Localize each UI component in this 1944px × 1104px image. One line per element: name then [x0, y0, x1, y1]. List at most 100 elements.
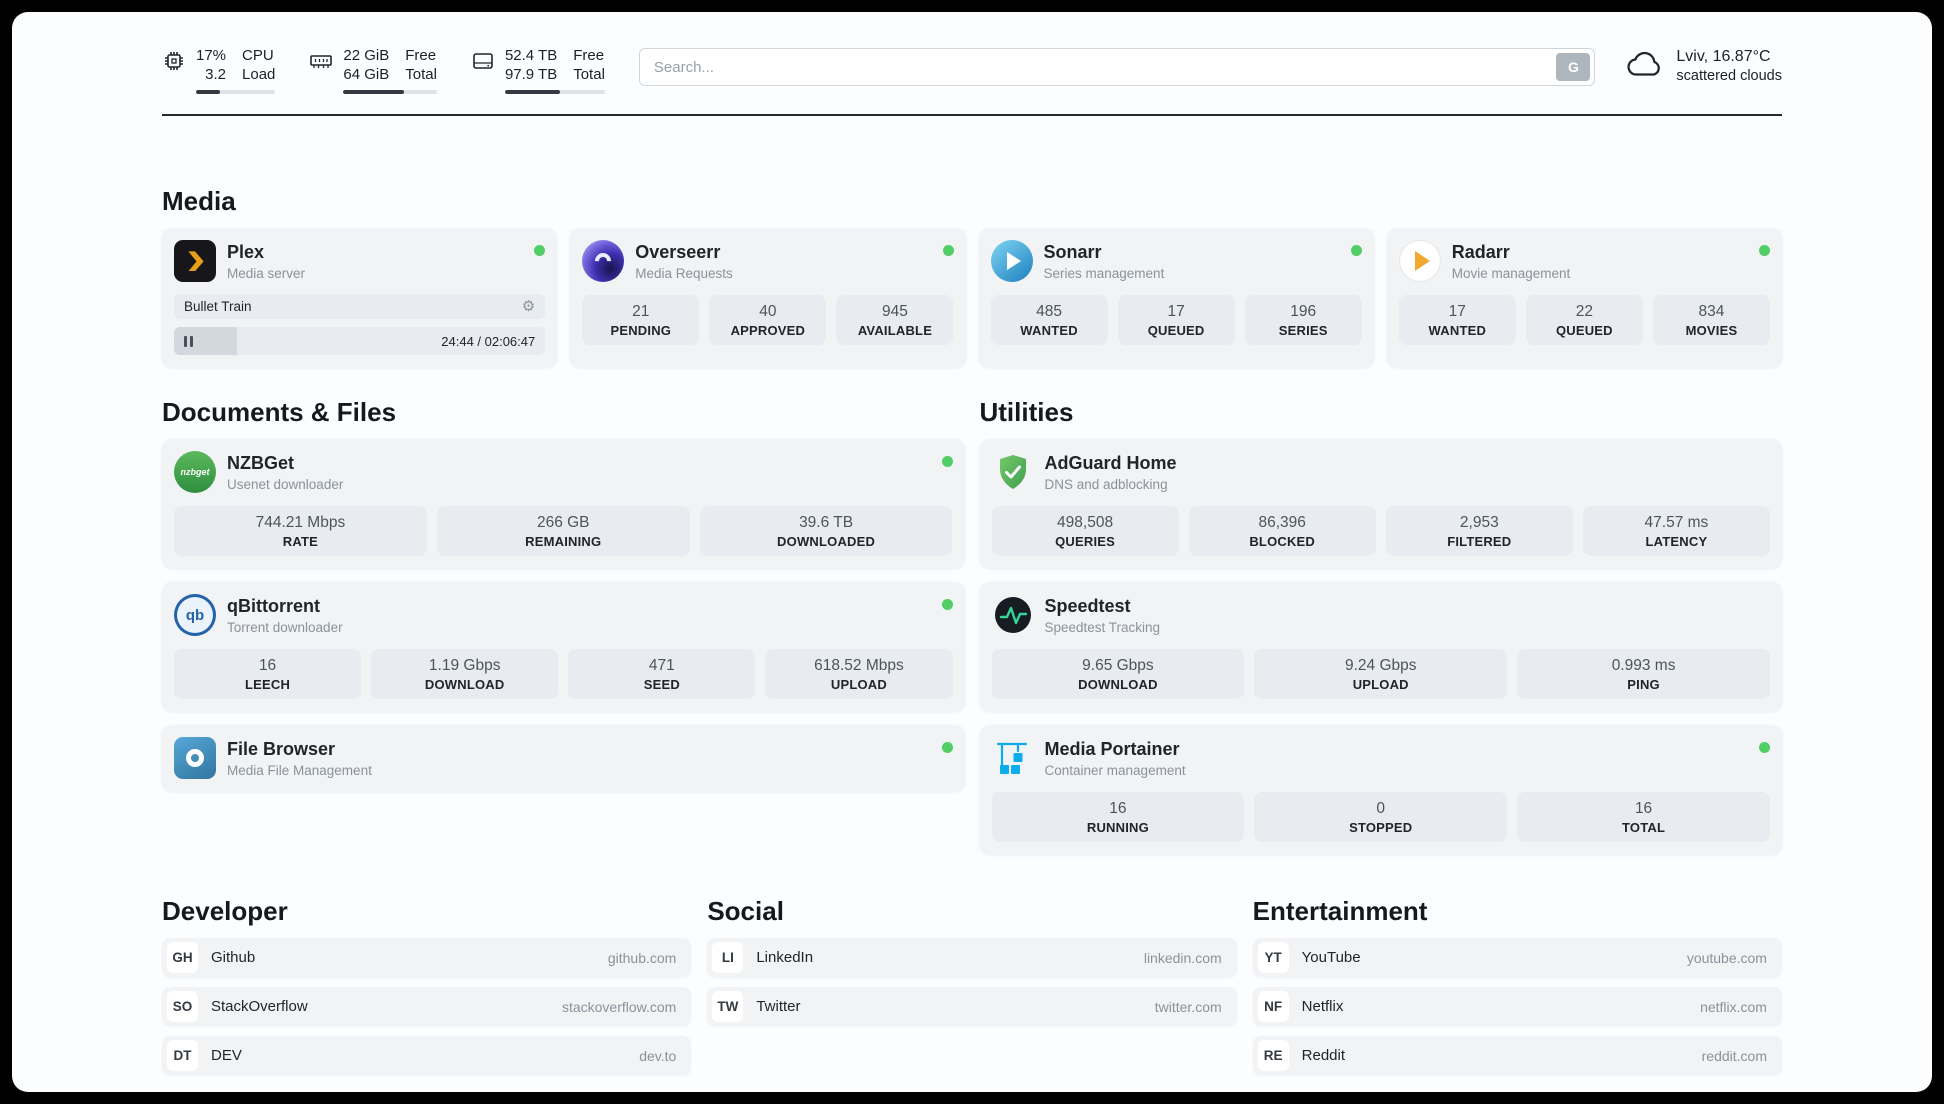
- dashboard-page: 17% 3.2 CPU Load: [12, 12, 1932, 1092]
- stat-label: PING: [1627, 677, 1660, 693]
- bookmark-url: youtube.com: [1686, 949, 1767, 966]
- status-dot: [942, 245, 954, 257]
- search-engine-button[interactable]: G: [1556, 53, 1591, 81]
- section-middle: Documents & Files nzbget NZBGet Usenet d…: [162, 397, 1782, 855]
- player-seekbar[interactable]: 24:44 / 02:06:47: [174, 327, 546, 356]
- cpu-usage-value: 17%: [196, 47, 227, 64]
- system-metrics: 17% 3.2 CPU Load: [162, 46, 605, 95]
- bookmark-stackoverflow[interactable]: SO StackOverflow stackoverflow.com: [162, 987, 692, 1027]
- bookmark-url: reddit.com: [1701, 1047, 1767, 1064]
- stat-label: REMAINING: [525, 534, 602, 550]
- stat-tile: 39.6 TB DOWNLOADED: [699, 506, 953, 557]
- app-card-speedtest[interactable]: Speedtest Speedtest Tracking 9.65 Gbps D…: [979, 582, 1782, 712]
- stat-label: RUNNING: [1086, 820, 1149, 836]
- stat-label: LEECH: [245, 677, 291, 693]
- app-subtitle: Movie management: [1451, 266, 1571, 282]
- stat-label: PENDING: [610, 323, 672, 339]
- weather-widget: Lviv, 16.87°C scattered clouds: [1625, 48, 1782, 84]
- stat-tile: 21 PENDING: [582, 295, 700, 346]
- twitter-badge: TW: [712, 991, 744, 1023]
- disk-progress-bar: [504, 90, 605, 95]
- column-developer: Developer GH Github github.com SO StackO…: [162, 896, 692, 1085]
- radarr-icon: [1398, 240, 1441, 283]
- cpu-icon: [162, 49, 186, 73]
- stat-label: UPLOAD: [1352, 677, 1409, 693]
- section-title-documents: Documents & Files: [162, 397, 397, 428]
- status-dot: [534, 245, 546, 257]
- stat-tile: 0 STOPPED: [1254, 792, 1508, 843]
- stat-tile: 1.19 Gbps DOWNLOAD: [371, 649, 559, 700]
- memory-widget: 22 GiB 64 GiB Free Total: [309, 46, 437, 95]
- bookmark-github[interactable]: GH Github github.com: [162, 938, 692, 978]
- app-card-portainer[interactable]: Media Portainer Container management 16 …: [979, 725, 1782, 855]
- stat-value: 498,508: [1057, 514, 1114, 532]
- stat-tile: 0.993 ms PING: [1517, 649, 1770, 700]
- stat-label: QUERIES: [1055, 534, 1116, 550]
- stat-tile: 16 RUNNING: [991, 792, 1245, 843]
- app-card-sonarr[interactable]: Sonarr Series management 485 WANTED 17 Q…: [978, 228, 1374, 368]
- app-name: AdGuard Home: [1044, 452, 1177, 473]
- app-subtitle: Container management: [1044, 763, 1186, 779]
- bookmark-name: Netflix: [1301, 998, 1344, 1016]
- app-subtitle: Usenet downloader: [227, 477, 344, 493]
- stat-tile: 16 LEECH: [174, 649, 362, 700]
- bookmark-youtube[interactable]: YT YouTube youtube.com: [1252, 938, 1782, 978]
- column-documents: Documents & Files nzbget NZBGet Usenet d…: [162, 397, 965, 792]
- stat-value: 485: [1036, 303, 1062, 321]
- app-subtitle: Torrent downloader: [227, 620, 343, 636]
- app-card-adguard[interactable]: AdGuard Home DNS and adblocking 498,508 …: [979, 439, 1782, 569]
- app-card-plex[interactable]: Plex Media server Bullet Train ⚙ 24:44 /…: [162, 228, 558, 368]
- bookmark-netflix[interactable]: NF Netflix netflix.com: [1252, 987, 1782, 1027]
- app-card-qbittorrent[interactable]: qb qBittorrent Torrent downloader 16 LEE…: [162, 582, 965, 712]
- cpu-widget: 17% 3.2 CPU Load: [162, 46, 276, 95]
- cpu-label-top: CPU: [242, 47, 274, 64]
- stat-value: 17: [1167, 303, 1185, 321]
- stat-tile: 40 APPROVED: [709, 295, 827, 346]
- status-dot: [1759, 245, 1770, 257]
- memory-label-bottom: Total: [405, 66, 437, 84]
- app-subtitle: DNS and adblocking: [1044, 477, 1168, 493]
- section-title-utilities: Utilities: [979, 397, 1074, 428]
- app-card-overseerr[interactable]: Overseerr Media Requests 21 PENDING 40 A…: [570, 228, 966, 368]
- speedtest-icon: [992, 594, 1034, 636]
- bookmark-linkedin[interactable]: LI LinkedIn linkedin.com: [707, 938, 1237, 978]
- gear-icon[interactable]: ⚙: [521, 298, 536, 316]
- plex-icon: [174, 240, 216, 283]
- stat-value: 17: [1448, 303, 1466, 321]
- stat-label: RATE: [282, 534, 319, 550]
- stat-tile: 834 MOVIES: [1652, 295, 1770, 346]
- app-subtitle: Media File Management: [227, 763, 372, 779]
- stat-tile: 196 SERIES: [1244, 295, 1362, 346]
- linkedin-badge: LI: [712, 942, 744, 974]
- stat-label: DOWNLOADED: [777, 534, 876, 550]
- app-name: NZBGet: [227, 452, 294, 473]
- stat-value: 834: [1698, 303, 1725, 321]
- search-input[interactable]: [638, 48, 1596, 86]
- app-card-radarr[interactable]: Radarr Movie management 17 WANTED 22 QUE…: [1386, 228, 1782, 368]
- weather-location: Lviv, 16.87°C: [1676, 48, 1771, 65]
- stat-value: 945: [882, 303, 908, 321]
- bookmark-twitter[interactable]: TW Twitter twitter.com: [707, 987, 1237, 1027]
- bookmark-dev[interactable]: DT DEV dev.to: [162, 1036, 692, 1076]
- app-name: Plex: [227, 241, 265, 262]
- stat-value: 1.19 Gbps: [428, 657, 501, 675]
- stat-tile: 16 TOTAL: [1517, 792, 1770, 843]
- stat-value: 40: [759, 303, 777, 321]
- bookmark-name: YouTube: [1301, 949, 1361, 967]
- section-title-media: Media: [162, 186, 236, 217]
- section-title-social: Social: [707, 896, 784, 927]
- stat-label: SERIES: [1278, 323, 1328, 339]
- cpu-progress-bar: [196, 90, 276, 95]
- app-card-nzbget[interactable]: nzbget NZBGet Usenet downloader 744.21 M…: [162, 439, 965, 569]
- dev-badge: DT: [167, 1040, 198, 1072]
- status-dot: [1350, 245, 1362, 257]
- app-name: File Browser: [227, 738, 336, 759]
- bookmark-reddit[interactable]: RE Reddit reddit.com: [1252, 1036, 1782, 1076]
- stat-tile: 485 WANTED: [990, 295, 1108, 346]
- pause-icon[interactable]: [184, 335, 193, 347]
- column-social: Social LI LinkedIn linkedin.com TW Twitt…: [707, 896, 1237, 1036]
- disk-icon: [471, 49, 495, 73]
- section-title-entertainment: Entertainment: [1252, 896, 1428, 927]
- app-card-filebrowser[interactable]: File Browser Media File Management: [162, 725, 965, 792]
